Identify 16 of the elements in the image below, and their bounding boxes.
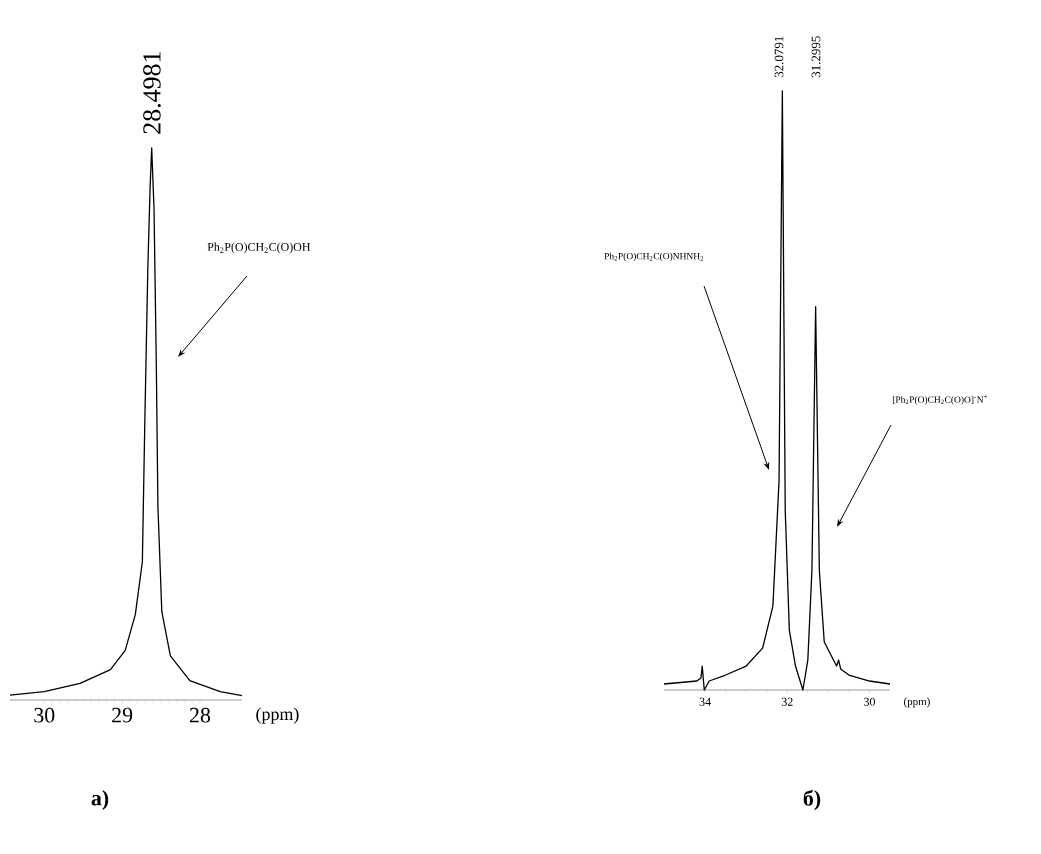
annotation: Ph$_{2}$P(O)CH$_{2}$C(O)OH (207, 242, 311, 254)
x-tick-label: 29 (112, 707, 133, 723)
x-tick-label: 32 (781, 697, 793, 706)
x-tick-label: 28 (189, 707, 211, 723)
text: 28.4981 (143, 52, 161, 134)
text: 32.0791 (774, 36, 784, 78)
x-axis-title: (ppm) (904, 697, 930, 708)
annotation: Ph$_{2}$P(O)CH$_{2}$C(O)NHNH$_{2}$ (604, 252, 704, 262)
text: б) (803, 789, 821, 811)
text: а) (91, 790, 109, 810)
x-tick-label: 34 (699, 697, 711, 706)
x-axis-title: (ppm) (256, 707, 299, 724)
text: [Ph$_{2}$P(O)CH$_{2}$C(O)O]$^{-}$N$^{+}$ (892, 395, 987, 405)
x-tick-label: 30 (864, 697, 875, 706)
x-tick-label: 30 (34, 707, 55, 723)
text: 31.2995 (811, 36, 821, 78)
